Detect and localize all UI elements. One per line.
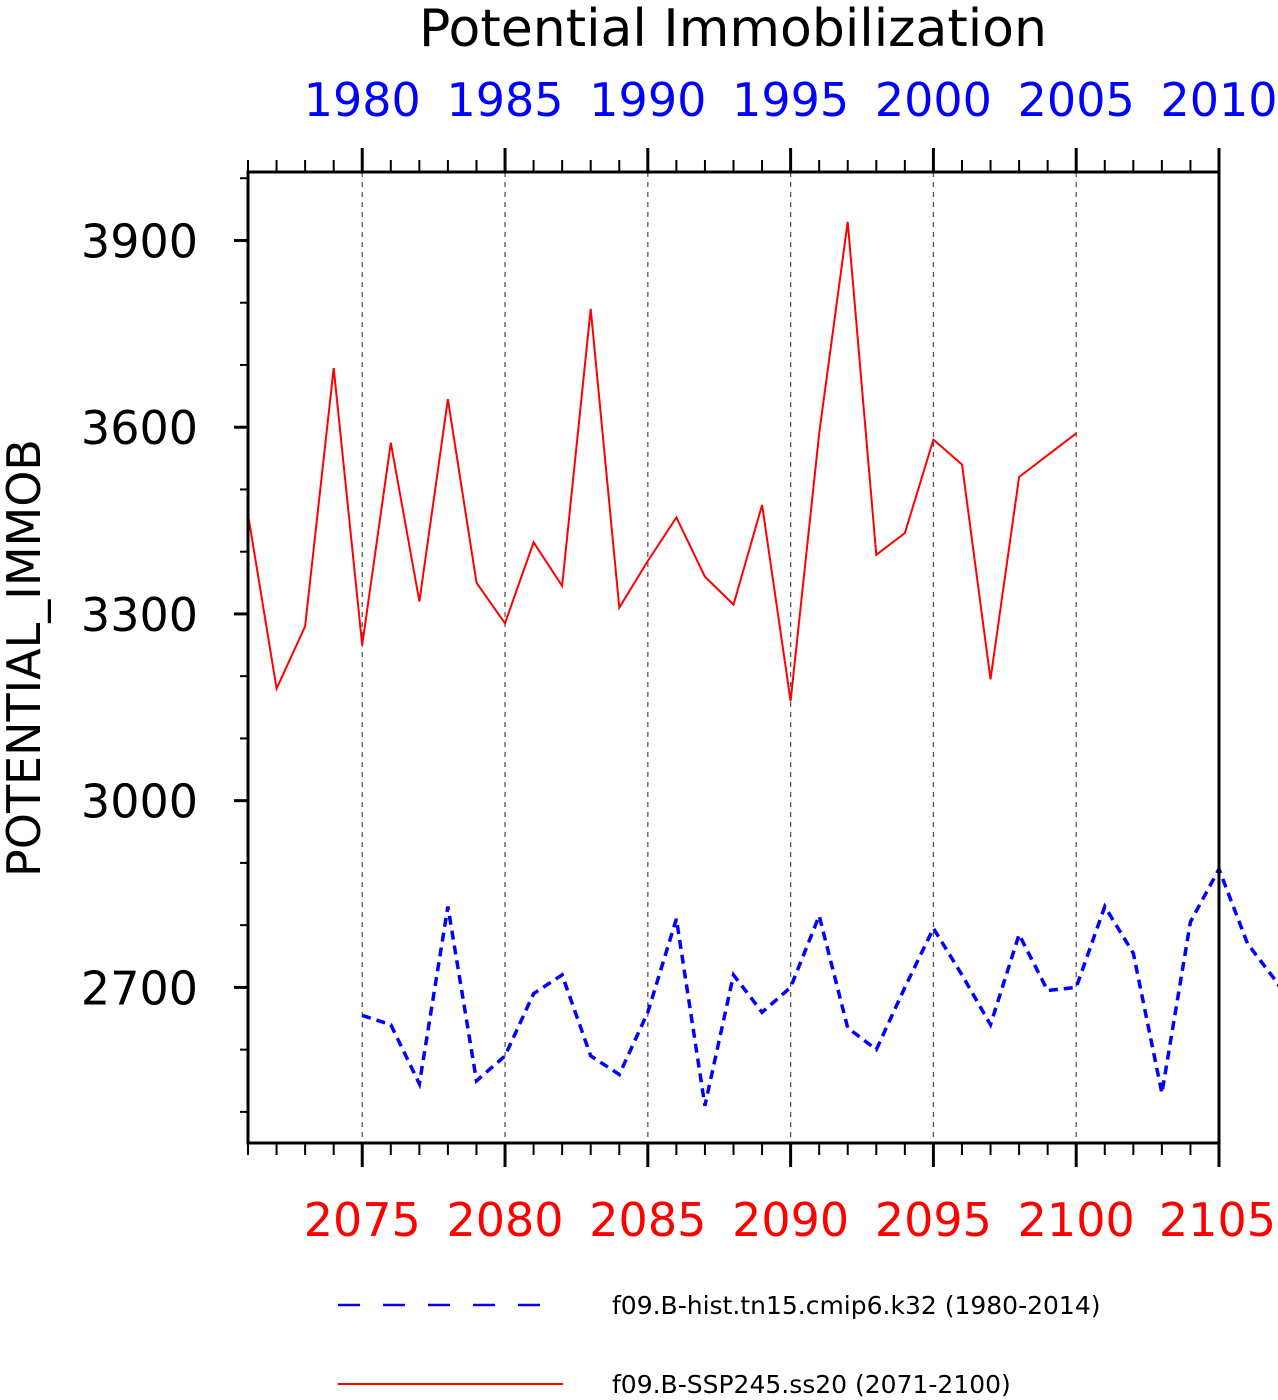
bottom-tick-label-2080: 2080 (446, 1193, 563, 1247)
bottom-tick-label-2075: 2075 (304, 1193, 421, 1247)
top-tick-label-1990: 1990 (589, 73, 706, 127)
y-tick-label-3600: 3600 (81, 401, 198, 455)
legend: f09.B-hist.tn15.cmip6.k32 (1980-2014) f09… (338, 1291, 1100, 1399)
bottom-tick-label-2105: 2105 (1159, 1193, 1276, 1247)
top-tick-label-1980: 1980 (304, 73, 421, 127)
y-tick-label-2700: 2700 (81, 961, 198, 1015)
top-tick-label-2000: 2000 (875, 73, 992, 127)
series-line-1 (361, 864, 1278, 1107)
y-axis-label: POTENTIAL_IMMOB (0, 439, 51, 877)
top-tick-label-2010: 2010 (1160, 73, 1277, 127)
top-tick-label-1995: 1995 (732, 73, 849, 127)
bottom-tick-label-2100: 2100 (1018, 1193, 1135, 1247)
series-layer (247, 221, 1278, 1107)
axes: 2700 3000 3300 3600 3900 1980 1985 1990 1995 2000… (81, 73, 1278, 1247)
bottom-tick-label-2085: 2085 (589, 1193, 706, 1247)
bottom-tick-label-2095: 2095 (875, 1193, 992, 1247)
top-tick-label-1985: 1985 (446, 73, 563, 127)
legend-label-2: f09.B-SSP245.ss20 (2071-2100) (612, 1370, 1011, 1399)
plot-frame (246, 170, 1221, 1145)
series-line-2 (247, 221, 1077, 702)
chart-title: Potential Immobilization (419, 0, 1047, 59)
top-tick-label-2005: 2005 (1018, 73, 1135, 127)
y-tick-label-3300: 3300 (81, 588, 198, 642)
bottom-tick-label-2090: 2090 (732, 1193, 849, 1247)
legend-label-1: f09.B-hist.tn15.cmip6.k32 (1980-2014) (612, 1291, 1100, 1320)
grid-lines (361, 172, 1077, 1143)
y-tick-label-3000: 3000 (81, 775, 198, 829)
y-tick-label-3900: 3900 (81, 214, 198, 268)
